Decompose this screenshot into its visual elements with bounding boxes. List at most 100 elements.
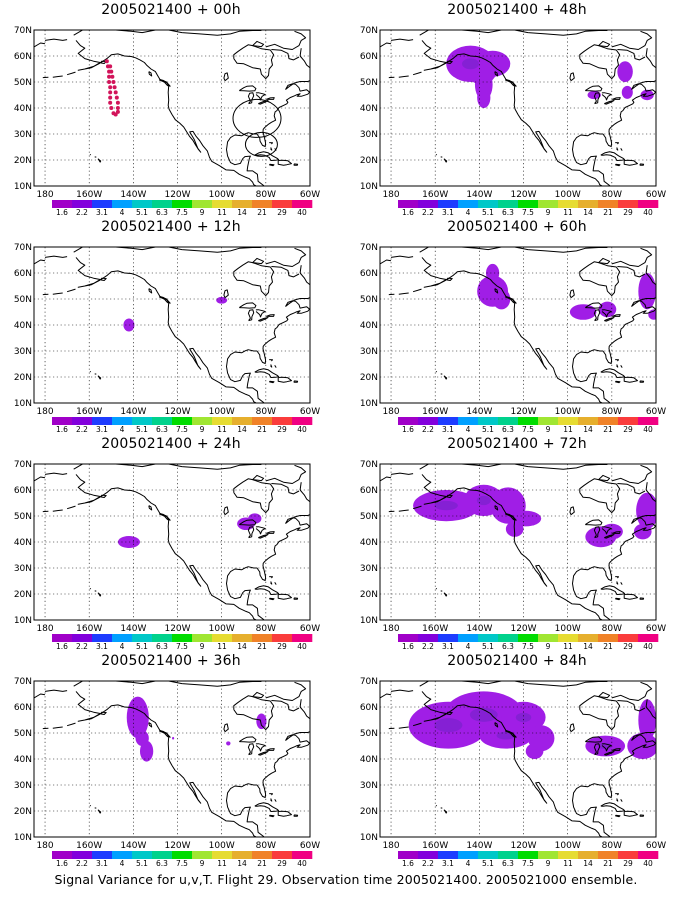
colorbar-swatch — [478, 417, 499, 425]
colorbar-swatch — [272, 851, 293, 859]
lat-tick-label: 30N — [360, 564, 378, 574]
lat-tick-label: 60N — [14, 269, 32, 279]
lon-tick-label: 120W — [510, 190, 536, 200]
lat-tick-label: 70N — [360, 26, 378, 36]
map-svg: 10N 20N 30N 40N 50N 60N 70N 180 160W 140W 120W 100W… — [14, 26, 320, 217]
colorbar: 1.6 2.2 3.1 4 5.1 6.3 7.5 9 11 14 21 29 40 — [52, 634, 313, 651]
colorbar-swatch — [152, 200, 173, 208]
colorbar-label: 21 — [603, 859, 613, 868]
lat-tick-label: 50N — [360, 512, 378, 522]
colorbar-swatch — [478, 200, 499, 208]
colorbar-label: 29 — [623, 859, 633, 868]
lon-tick-label: 160W — [76, 407, 102, 417]
colorbar-swatch — [638, 634, 659, 642]
gridlines — [34, 247, 310, 403]
colorbar-swatch — [638, 200, 659, 208]
flight-track-point — [109, 69, 114, 74]
lat-tick-label: 60N — [360, 703, 378, 713]
signal-variance-shading — [126, 696, 267, 762]
lat-tick-label: 20N — [360, 373, 378, 383]
lat-tick-label: 50N — [360, 729, 378, 739]
colorbar: 1.6 2.2 3.1 4 5.1 6.3 7.5 9 11 14 21 29 40 — [398, 417, 659, 434]
lon-tick-label: 160W — [422, 190, 448, 200]
colorbar-swatch — [398, 200, 419, 208]
map-frame — [379, 463, 657, 621]
gridlines — [34, 681, 310, 837]
coastlines — [380, 464, 656, 620]
colorbar-swatch — [132, 851, 153, 859]
colorbar-swatch — [212, 200, 233, 208]
colorbar-swatch — [438, 417, 459, 425]
colorbar-swatch — [152, 851, 173, 859]
colorbar-label: 1.6 — [402, 859, 414, 868]
lon-tick-label: 160W — [422, 624, 448, 634]
flight-track-point — [108, 95, 113, 100]
colorbar-label: 11 — [217, 859, 227, 868]
colorbar-swatch — [438, 634, 459, 642]
lat-tick-label: 40N — [14, 104, 32, 114]
lon-tick-label: 140W — [466, 190, 492, 200]
colorbar-swatch — [418, 200, 439, 208]
lon-tick-label: 160W — [422, 407, 448, 417]
lon-tick-label: 120W — [510, 841, 536, 851]
colorbar-swatch — [478, 634, 499, 642]
colorbar-swatch — [538, 634, 559, 642]
colorbar-label: 4 — [120, 425, 125, 434]
signal-region — [477, 87, 491, 108]
signal-region-core — [476, 495, 491, 506]
lon-tick-label: 160W — [76, 841, 102, 851]
colorbar-swatch — [52, 417, 73, 425]
lat-tick-label: 40N — [14, 321, 32, 331]
colorbar-label: 6.3 — [502, 859, 514, 868]
colorbar-label: 1.6 — [402, 425, 414, 434]
colorbar-label: 2.2 — [422, 859, 434, 868]
colorbar-swatch — [618, 200, 639, 208]
colorbar-label: 7.5 — [176, 859, 188, 868]
colorbar-label: 11 — [217, 642, 227, 651]
lat-tick-label: 70N — [14, 677, 32, 687]
lon-tick-label: 100W — [555, 407, 581, 417]
colorbar-swatch — [252, 417, 273, 425]
colorbar-swatch — [418, 417, 439, 425]
colorbar-swatch — [478, 851, 499, 859]
lat-tick-label: 50N — [14, 78, 32, 88]
lat-tick-label: 20N — [14, 807, 32, 817]
colorbar-swatch — [72, 851, 93, 859]
signal-region — [172, 736, 175, 740]
figure-panels: 2005021400 + 00h 10N 20N 30N 40N 50N 60N 70N 18… — [14, 2, 666, 868]
lat-tick-label: 60N — [14, 52, 32, 62]
colorbar-swatch — [252, 851, 273, 859]
lon-tick-label: 100W — [209, 624, 235, 634]
colorbar-swatch — [152, 634, 173, 642]
flight-track-point — [110, 74, 115, 79]
lon-tick-label: 60W — [300, 407, 320, 417]
lat-tick-label: 20N — [14, 156, 32, 166]
colorbar-label: 7.5 — [176, 642, 188, 651]
colorbar-swatch — [272, 634, 293, 642]
colorbar-swatch — [518, 634, 539, 642]
map-svg: 10N 20N 30N 40N 50N 60N 70N 180 160W 140W 120W 100W… — [360, 460, 666, 651]
lat-tick-label: 60N — [360, 269, 378, 279]
lon-tick-label: 180 — [36, 624, 53, 634]
colorbar-label: 2.2 — [422, 425, 434, 434]
colorbar-label: 6.3 — [502, 425, 514, 434]
lon-tick-label: 120W — [164, 407, 190, 417]
colorbar-label: 2.2 — [76, 642, 88, 651]
colorbar-label: 29 — [623, 208, 633, 217]
colorbar-label: 9 — [546, 859, 551, 868]
colorbar-swatch — [558, 200, 579, 208]
gridlines — [380, 247, 656, 403]
colorbar-label: 29 — [277, 859, 287, 868]
colorbar-swatch — [112, 851, 133, 859]
colorbar-label: 29 — [277, 208, 287, 217]
colorbar-swatch — [558, 417, 579, 425]
signal-region — [256, 713, 267, 730]
colorbar-label: 7.5 — [176, 208, 188, 217]
colorbar-swatch — [52, 200, 73, 208]
lon-tick-label: 80W — [602, 841, 622, 851]
colorbar-label: 40 — [297, 208, 307, 217]
colorbar-label: 3.1 — [96, 208, 108, 217]
colorbar-label: 1.6 — [56, 642, 68, 651]
lat-tick-label: 50N — [14, 295, 32, 305]
lat-tick-label: 70N — [360, 677, 378, 687]
